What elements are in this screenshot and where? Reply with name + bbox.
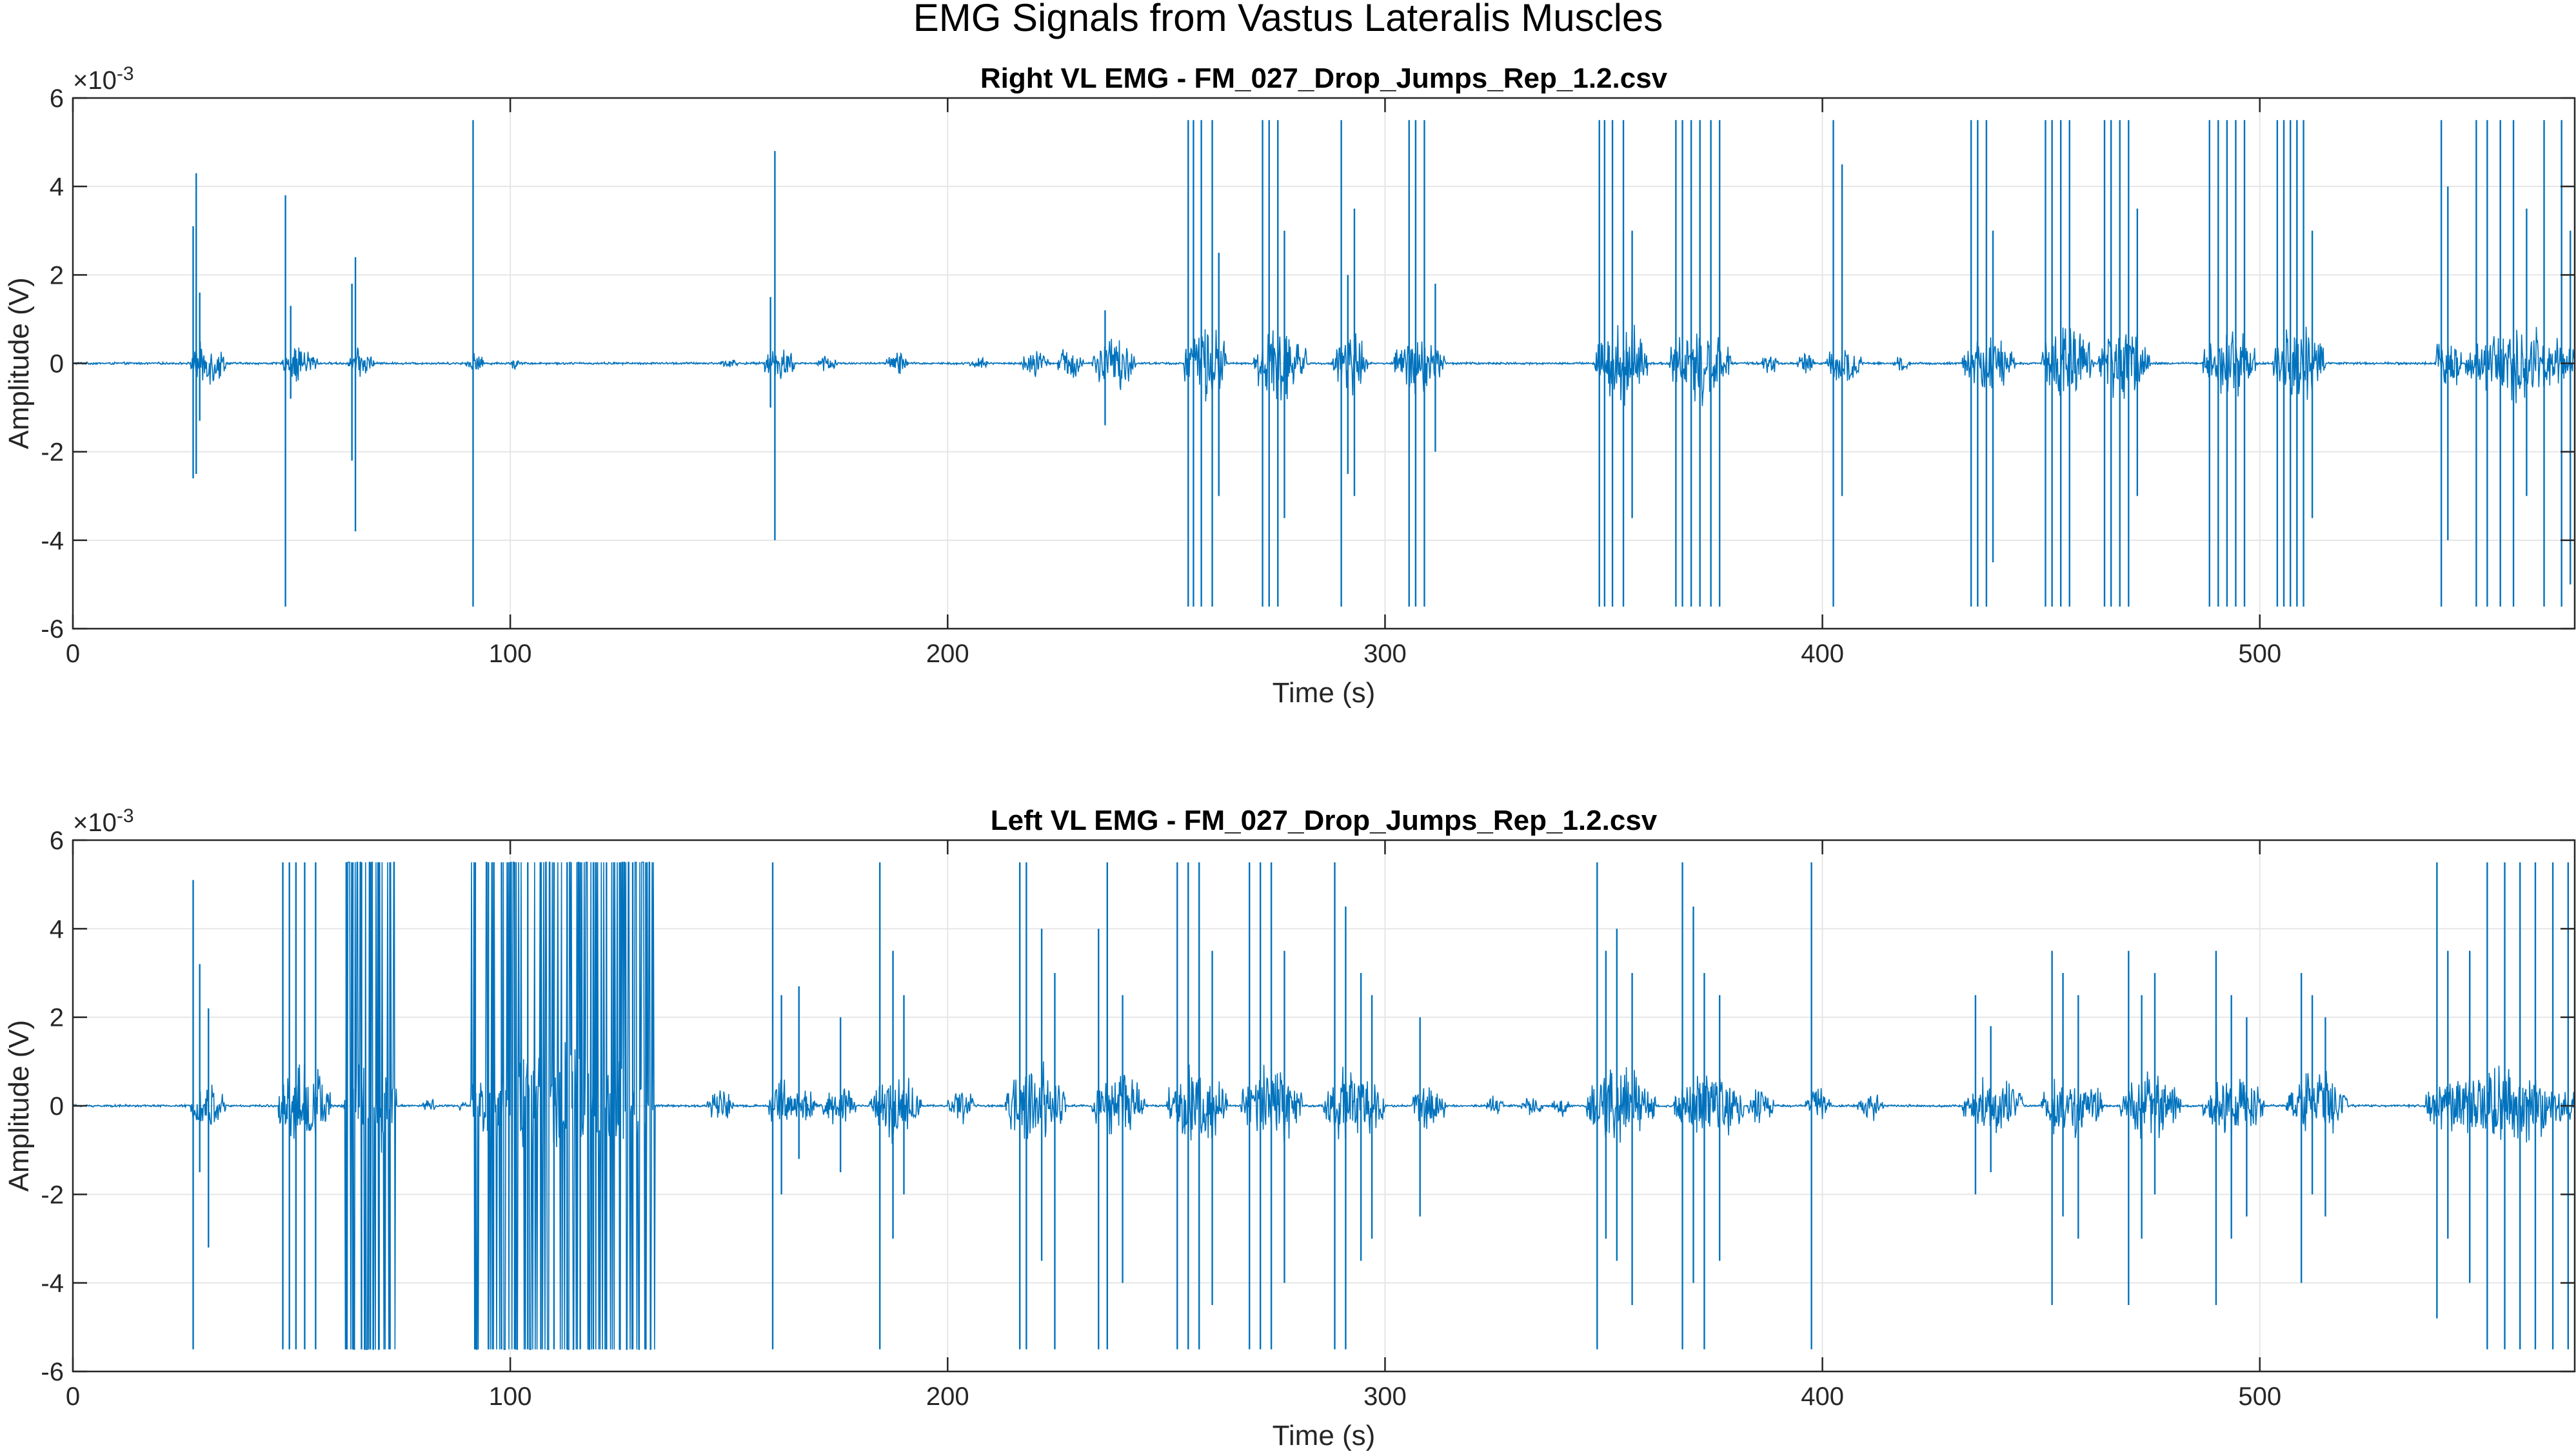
right-vl-xtick-label-4: 400 (1801, 640, 1844, 668)
right-vl-ytick-label-4: 2 (50, 261, 64, 290)
left-vl-y-exponent: ×10-3 (73, 805, 134, 837)
figure-title: EMG Signals from Vastus Lateralis Muscle… (913, 0, 1663, 39)
right-vl-ytick-label-0: -6 (41, 615, 64, 643)
right-vl-ytick-label-6: 6 (50, 84, 64, 113)
left-vl-xtick-label-0: 0 (66, 1382, 80, 1411)
right-vl-xtick-label-3: 300 (1363, 640, 1407, 668)
left-vl-ytick-label-0: -6 (41, 1358, 64, 1386)
left-vl-exp-base: ×10 (73, 809, 117, 837)
right-vl-xlabel: Time (s) (1273, 677, 1376, 709)
left-vl-ylabel: Amplitude (V) (3, 1020, 35, 1192)
right-vl-xtick-label-2: 200 (926, 640, 969, 668)
right-vl-xtick-label-0: 0 (66, 640, 80, 668)
right-vl-ytick-label-3: 0 (50, 350, 64, 378)
right-vl-ytick-label-2: -2 (41, 438, 64, 467)
left-vl-exp-power: -3 (117, 805, 134, 827)
right-vl-xtick-label-5: 500 (2238, 640, 2281, 668)
left-vl-xtick-label-3: 300 (1363, 1382, 1407, 1411)
right-vl-exp-base: ×10 (73, 66, 117, 95)
left-vl-xtick-label-4: 400 (1801, 1382, 1844, 1411)
left-vl-ytick-label-1: -4 (41, 1270, 64, 1298)
right-vl-ylabel: Amplitude (V) (3, 277, 35, 449)
right-vl-ytick-label-1: -4 (41, 527, 64, 555)
left-vl-signal-line (72, 861, 2575, 1350)
right-vl-xtick-label-1: 100 (489, 640, 532, 668)
right-vl-y-exponent: ×10-3 (73, 63, 134, 95)
right-vl-axes: 0 100 200 300 400 500 -6 -4 -2 0 2 4 6 Right VL EMG -… (3, 63, 2576, 709)
right-vl-signal-line (72, 324, 2575, 406)
left-vl-ytick-label-2: -2 (41, 1181, 64, 1209)
right-vl-exp-power: -3 (117, 63, 134, 84)
left-vl-xtick-label-2: 200 (926, 1382, 969, 1411)
left-vl-title: Left VL EMG - FM_027_Drop_Jumps_Rep_1.2.… (991, 805, 1658, 836)
left-vl-xtick-label-5: 500 (2238, 1382, 2281, 1411)
right-vl-ytick-label-5: 4 (50, 173, 64, 201)
left-vl-axes: 0 100 200 300 400 500 -6 -4 -2 0 2 4 6 Left VL EMG - … (3, 805, 2576, 1451)
left-vl-ytick-label-3: 0 (50, 1092, 64, 1121)
left-vl-ytick-label-5: 4 (50, 915, 64, 943)
left-vl-ytick-label-4: 2 (50, 1004, 64, 1032)
right-vl-title: Right VL EMG - FM_027_Drop_Jumps_Rep_1.2… (980, 63, 1668, 94)
left-vl-xlabel: Time (s) (1273, 1420, 1376, 1451)
left-vl-xtick-label-1: 100 (489, 1382, 532, 1411)
left-vl-ytick-label-6: 6 (50, 827, 64, 855)
